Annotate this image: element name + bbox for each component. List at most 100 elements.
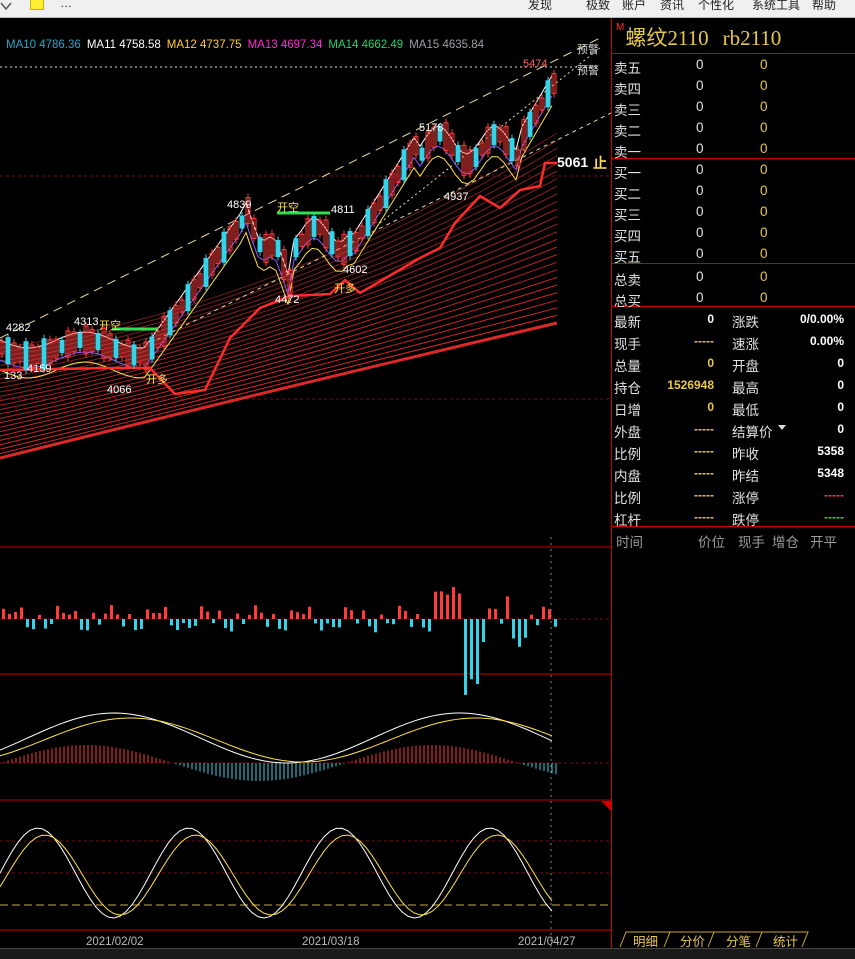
order-book-row: 卖二 0 0 — [612, 118, 855, 139]
order-book-price: 0 — [696, 99, 704, 114]
ribbon-line — [0, 299, 558, 446]
volume-bar — [338, 619, 341, 628]
chevron-down-icon[interactable] — [778, 425, 786, 430]
order-book-row: 卖五 0 0 — [612, 55, 855, 76]
order-book-volume: 0 — [760, 269, 768, 284]
candle-body — [317, 219, 323, 235]
stop-line — [0, 161, 557, 396]
quote-value: 0/0.00% — [799, 312, 844, 326]
volume-bar — [92, 612, 95, 619]
candle-body — [515, 149, 521, 167]
folder-icon[interactable] — [30, 0, 44, 10]
volume-bar — [212, 619, 215, 624]
candle-body — [215, 247, 221, 265]
volume-bar — [272, 613, 275, 619]
volume-bar — [38, 614, 41, 619]
candle-body — [0, 341, 5, 355]
tab-statistics[interactable]: 统计 — [773, 935, 799, 949]
candle-body — [497, 127, 503, 143]
volume-bar — [44, 619, 47, 629]
candle-body — [263, 233, 269, 263]
quote-label: 内盘 — [614, 469, 641, 484]
ribbon-line — [0, 223, 558, 402]
menu-item-system-tools[interactable]: 系统工具 — [752, 0, 801, 12]
order-book-label: 买四 — [614, 229, 641, 244]
order-book-price: 0 — [696, 78, 704, 93]
quote-row: 比例 ----- 昨收 5358 — [612, 441, 855, 463]
menu-item-account[interactable]: 账户 — [622, 0, 647, 12]
status-bar — [0, 948, 855, 959]
candle-body — [419, 147, 425, 161]
quote-row: 现手 ----- 速涨 0.00% — [612, 331, 855, 353]
order-book-row: 买一 0 0 — [612, 160, 855, 181]
volume-bar — [428, 619, 431, 632]
quote-label: 最新 — [614, 315, 641, 330]
tabs-outline — [619, 931, 809, 948]
candle-body — [257, 237, 263, 253]
tab-tick-by-tick[interactable]: 分笔 — [726, 935, 752, 949]
candle-body — [29, 344, 35, 368]
menu-item-news[interactable]: 资讯 — [660, 0, 685, 12]
candle-body — [287, 270, 293, 296]
ribbon-line — [0, 238, 558, 411]
candle-body — [53, 339, 59, 359]
ribbon-line — [0, 246, 558, 415]
order-book-label: 卖四 — [614, 82, 641, 97]
ma-legend-item: MA11 4758.58 — [86, 39, 161, 51]
macd-line — [0, 712, 553, 764]
candle-body — [137, 348, 143, 364]
candle-body — [119, 344, 125, 358]
volume-bar — [314, 619, 317, 624]
kline-chart-svg[interactable] — [0, 18, 611, 948]
order-book-row: 总卖 0 0 — [612, 267, 855, 288]
order-book-row: 卖四 0 0 — [612, 76, 855, 97]
menu-item-discover[interactable]: 发现 — [528, 0, 553, 12]
candle-body — [479, 142, 485, 156]
volume-bar — [356, 619, 359, 624]
volume-bar — [398, 605, 401, 619]
candle-body — [113, 338, 119, 358]
volume-bar — [536, 619, 539, 626]
quote-row: 比例 ----- 涨停 ----- — [612, 485, 855, 507]
candle-body — [143, 341, 149, 371]
low-label-4602: 4602 — [343, 264, 368, 276]
quote-value: 0 — [837, 356, 844, 370]
candle-body — [77, 333, 83, 349]
ribbon-line — [0, 178, 558, 375]
ribbon-line — [0, 200, 558, 389]
candle-body — [431, 126, 437, 148]
volume-bar — [422, 619, 425, 628]
candle-body — [83, 325, 89, 355]
candle-body — [131, 344, 137, 366]
volume-bar — [500, 619, 503, 624]
candle-body — [539, 97, 545, 111]
tab-price-distribution[interactable]: 分价 — [680, 935, 706, 949]
warning-label-2: 预警 — [577, 65, 599, 77]
menu-bar: … 发现 极致 账户 资讯 个性化 系统工具 帮助 — [0, 0, 855, 18]
volume-bar — [224, 619, 227, 629]
menu-item-extreme[interactable]: 极致 — [586, 0, 611, 12]
tab-detail[interactable]: 明细 — [633, 935, 659, 949]
stop-price-label: 5061 — [557, 154, 589, 170]
menu-ellipsis[interactable]: … — [60, 0, 72, 10]
volume-bar — [104, 613, 107, 619]
quote-row: 日增 0 最低 0 — [612, 397, 855, 419]
quote-value: 5358 — [817, 444, 844, 458]
ribbon-line — [0, 307, 558, 450]
candle-body — [233, 220, 239, 240]
menu-item-personalize[interactable]: 个性化 — [698, 0, 735, 12]
quote-value: 0.00% — [809, 334, 844, 348]
volume-bar — [464, 619, 467, 695]
order-book-price: 0 — [696, 225, 704, 240]
candle-body — [503, 126, 509, 156]
menu-item-help[interactable]: 帮助 — [812, 0, 837, 12]
low-label-133: 133 — [4, 370, 23, 382]
volume-bar — [74, 610, 77, 619]
ribbon-line — [0, 269, 558, 428]
quote-label: 现手 — [614, 337, 641, 352]
volume-bar — [236, 613, 239, 619]
volume-bar — [284, 619, 287, 631]
kline-chart-area[interactable]: MA10 4786.36 MA11 4758.58 MA12 4737.75 MA13… — [0, 18, 611, 948]
order-book-volume: 0 — [760, 141, 768, 156]
app-icon[interactable] — [0, 0, 12, 11]
